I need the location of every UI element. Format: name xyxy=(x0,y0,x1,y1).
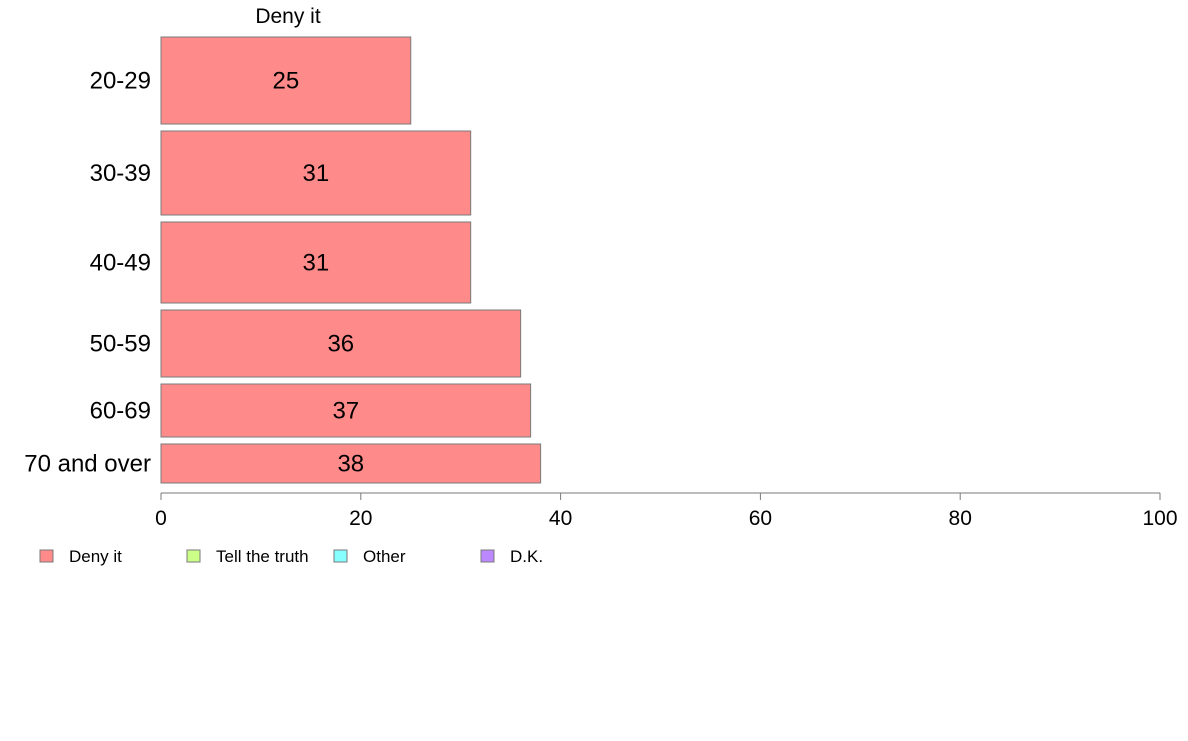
bar xyxy=(160,309,522,378)
legend-swatch xyxy=(39,549,54,563)
legend-swatch xyxy=(333,549,348,563)
legend-swatch xyxy=(186,549,201,563)
x-axis: 0 20 40 60 80 100 xyxy=(155,492,1178,530)
x-tick-label: 60 xyxy=(749,507,772,530)
category-label: 50-59 xyxy=(90,331,151,358)
category-label: 30-39 xyxy=(90,160,151,187)
legend-swatch xyxy=(480,549,495,563)
bars-layer: 25 20-29 31 30-39 31 40-49 36 50-59 37 60-69 38 70 … xyxy=(24,36,542,484)
category-label: 20-29 xyxy=(90,68,151,95)
legend-label: Other xyxy=(363,547,406,566)
x-tick-label: 80 xyxy=(949,507,972,530)
bar xyxy=(160,36,412,125)
x-tick-label: 100 xyxy=(1142,507,1177,530)
legend-label: Tell the truth xyxy=(216,547,309,566)
category-label: 40-49 xyxy=(90,250,151,277)
x-tick-label: 40 xyxy=(549,507,572,530)
bar xyxy=(160,383,532,438)
legend-label: Deny it xyxy=(69,547,122,566)
data-label: 36 xyxy=(327,331,354,358)
bar xyxy=(160,130,472,216)
bar xyxy=(160,221,472,304)
bar xyxy=(160,443,542,484)
legend: Deny it Tell the truth Other D.K. xyxy=(39,547,543,566)
category-label: 70 and over xyxy=(24,451,151,478)
data-label: 37 xyxy=(332,398,359,425)
x-tick-label: 0 xyxy=(155,507,167,530)
x-tick-label: 20 xyxy=(349,507,372,530)
data-label: 38 xyxy=(337,451,364,478)
chart-title: Deny it xyxy=(255,5,321,28)
data-label: 31 xyxy=(302,160,329,187)
legend-label: D.K. xyxy=(510,547,543,566)
category-label: 60-69 xyxy=(90,398,151,425)
data-label: 31 xyxy=(302,250,329,277)
data-label: 25 xyxy=(273,68,300,95)
